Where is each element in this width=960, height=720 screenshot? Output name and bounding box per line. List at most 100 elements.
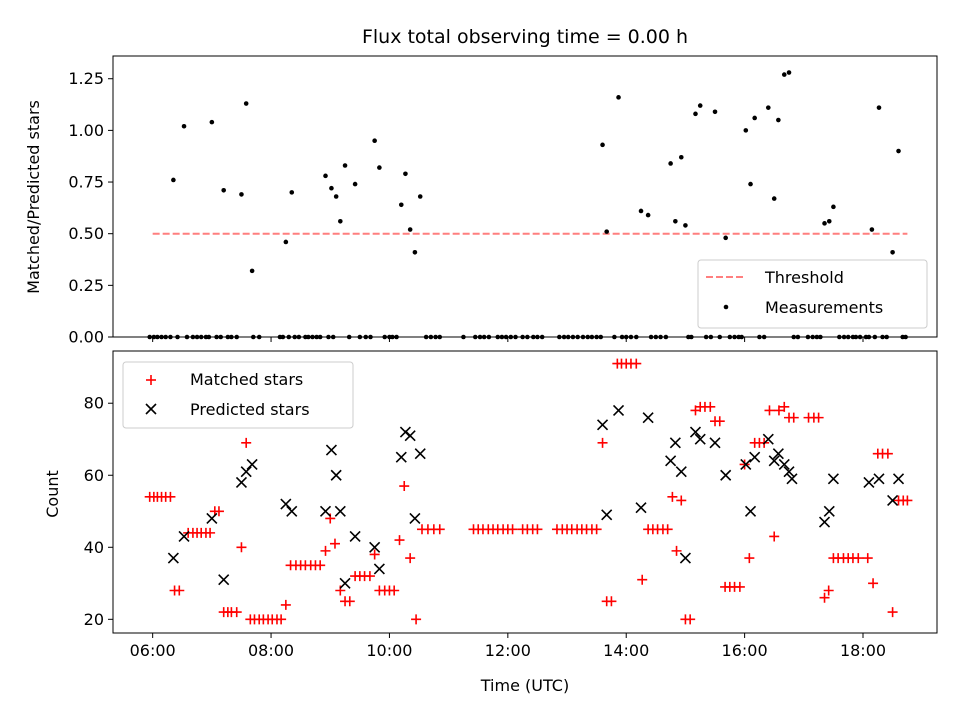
measurements-point (628, 334, 634, 340)
measurements-point (495, 334, 501, 340)
measurements-point (869, 227, 875, 232)
bottom-axes-frame (112, 350, 938, 634)
measurements-point (638, 208, 644, 214)
matched-stars-point (315, 560, 326, 571)
measurements-point (530, 334, 536, 340)
matched-stars-point (591, 524, 602, 535)
predicted-stars-point (740, 458, 752, 471)
predicted-stars-point (404, 430, 416, 442)
measurements-point (896, 148, 901, 154)
bottom-x-tick-label: 10:00 (366, 641, 412, 660)
top-axes-frame (112, 55, 938, 338)
predicted-stars-point (409, 512, 421, 525)
predicted-stars-point (689, 426, 702, 438)
predicted-stars-point (772, 448, 784, 460)
matched-stars-point (320, 545, 331, 556)
measurements-point (831, 204, 836, 210)
matched-stars-point (241, 437, 252, 448)
bottom-legend: Matched stars Predicted stars (122, 361, 354, 429)
measurements-point (520, 334, 525, 340)
measurements-point (461, 334, 466, 340)
measurements-point (693, 111, 698, 117)
measurements-point (748, 181, 753, 187)
predicted-stars-point (319, 505, 332, 517)
top-y-tick-label: 0.00 (68, 328, 104, 347)
matched-stars-point (364, 571, 375, 582)
measurements-point (619, 334, 625, 340)
measurements-point (818, 334, 823, 340)
measurements-point (292, 334, 298, 340)
measurements-point (805, 334, 811, 340)
predicted-stars-point (218, 574, 230, 586)
measurements-point (648, 334, 654, 340)
matched-stars-point (507, 524, 518, 535)
measurements-point (781, 72, 787, 77)
matched-stars-point (671, 545, 682, 556)
measurements-point (477, 334, 483, 340)
matched-stars-point (236, 542, 247, 553)
measurements-point (732, 334, 737, 340)
matched-stars-point (213, 506, 224, 517)
legend-predicted-label: Predicted stars (190, 400, 310, 419)
matched-stars-point (667, 491, 678, 502)
matched-stars-point (705, 401, 716, 412)
measurements-point (283, 239, 289, 245)
matched-stars-point (662, 524, 673, 535)
measurements-point (776, 117, 781, 123)
measurements-point (329, 185, 334, 191)
matched-stars-point (411, 614, 422, 625)
legend-matched-label: Matched stars (190, 370, 303, 389)
matched-stars-point (823, 585, 834, 596)
top-y-tick-label: 1.00 (68, 121, 104, 140)
top-legend-frame (697, 259, 928, 329)
bottom-x-tick-label: 06:00 (130, 641, 176, 660)
measurements-point (771, 196, 777, 201)
matched-stars-point (739, 459, 750, 470)
matched-stars-point (773, 405, 784, 416)
measurements-point (822, 221, 827, 226)
matched-stars-point (819, 592, 830, 603)
chart-title: Flux total observing time = 0.00 h (362, 26, 688, 48)
measurements-point (717, 334, 723, 340)
matched-stars-point (853, 553, 864, 564)
measurements-point (678, 154, 684, 160)
predicted-stars-point (612, 404, 625, 416)
predicted-stars-point (675, 466, 687, 478)
bottom-y-tick-label: 20 (84, 610, 104, 629)
measurements-point (368, 334, 373, 340)
measurements-point (417, 194, 423, 199)
measurements-point (689, 334, 694, 340)
measurements-point (561, 334, 567, 340)
measurements-point (604, 229, 609, 234)
measurements-point (743, 128, 749, 133)
predicted-stars-point (369, 541, 381, 553)
measurements-point (306, 334, 311, 340)
measurements-point (171, 177, 176, 183)
predicted-stars-point (339, 577, 351, 589)
top-y-tick-label: 0.75 (68, 173, 104, 192)
measurements-point (168, 334, 173, 340)
matched-stars-point (868, 578, 879, 589)
matched-stars-point (637, 574, 648, 585)
matched-stars-point (399, 481, 410, 492)
bottom-x-tick-label: 14:00 (603, 641, 649, 660)
matched-stars-point (902, 495, 913, 506)
bottom-x-tick-label: 18:00 (840, 641, 886, 660)
measurements-point (184, 334, 190, 340)
predicted-stars-point (665, 455, 677, 467)
measurements-point (570, 334, 576, 340)
measurements-point (791, 334, 797, 340)
measurements-point (363, 334, 369, 340)
measurements-point (565, 334, 571, 340)
predicted-stars-point (720, 469, 732, 481)
measurements-point (209, 119, 215, 125)
predicted-stars-point (334, 505, 346, 517)
measurements-point (229, 334, 234, 340)
matched-stars-point (744, 553, 755, 564)
measurements-point (159, 334, 164, 340)
measurements-point (314, 334, 319, 340)
measurements-point (181, 123, 187, 129)
predicted-stars-point (349, 530, 361, 543)
legend-matched-swatch (146, 375, 156, 385)
measurements-point (876, 105, 882, 110)
